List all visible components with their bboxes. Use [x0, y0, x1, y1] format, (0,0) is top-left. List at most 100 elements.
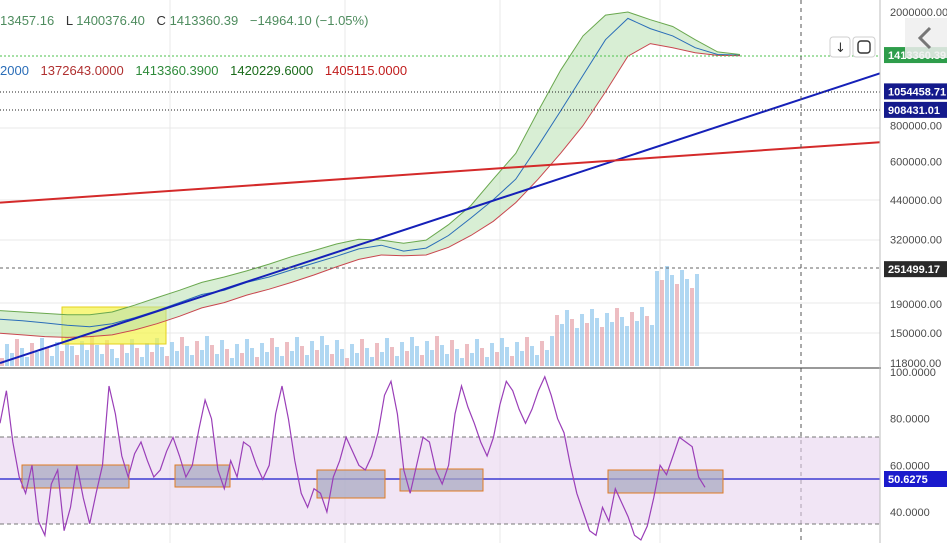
volume-bar [100, 354, 104, 366]
volume-bar [365, 348, 369, 366]
volume-bar [675, 284, 679, 366]
volume-bar [470, 353, 474, 366]
volume-bar [695, 274, 699, 366]
price-tick-7: 118000.00 [890, 358, 941, 370]
volume-bar [385, 338, 389, 366]
volume-bar [170, 342, 174, 366]
volume-bar [400, 342, 404, 366]
volume-bar [480, 348, 484, 366]
volume-bar [275, 347, 279, 366]
collapse-panel-button[interactable] [905, 18, 947, 58]
volume-bar [450, 340, 454, 366]
price-tick-2: 600000.00 [890, 156, 942, 168]
price-tag-1: 1054458.71 [888, 86, 946, 98]
volume-bar [665, 266, 669, 366]
volume-bar [115, 358, 119, 366]
volume-bar [625, 326, 629, 366]
volume-bar [55, 342, 59, 366]
volume-bar [610, 322, 614, 366]
volume-bar [85, 350, 89, 366]
volume-bar [515, 342, 519, 366]
volume-bar [230, 358, 234, 366]
volume-bar [265, 352, 269, 366]
volume-bar [680, 270, 684, 366]
price-tick-4: 320000.00 [890, 234, 942, 246]
volume-bar [555, 315, 559, 366]
volume-bar [550, 336, 554, 366]
volume-bar [540, 341, 544, 366]
volume-bar [620, 317, 624, 366]
volume-bar [90, 336, 94, 366]
oscillator-tick-1: 80.0000 [890, 414, 930, 426]
ohlc-low: 1400376.40 [76, 13, 145, 28]
volume-bar [340, 349, 344, 366]
volume-bar [105, 340, 109, 366]
volume-bar [150, 352, 154, 366]
volume-bar [215, 354, 219, 366]
volume-bar [255, 357, 259, 366]
volume-bar [495, 352, 499, 366]
volume-bar [650, 325, 654, 366]
price-series-1 [0, 11, 741, 316]
volume-bar [455, 349, 459, 366]
volume-bar [305, 355, 309, 366]
oscillator-line [0, 375, 706, 541]
indicator-value-1: 1372643.0000 [41, 63, 124, 78]
volume-bar [40, 338, 44, 366]
volume-bar [430, 350, 434, 366]
scroll-down-button[interactable]: ↓ [829, 36, 851, 58]
price-series-0 [0, 17, 741, 328]
volume-bar [410, 337, 414, 366]
volume-bar [530, 346, 534, 366]
price-tick-5: 190000.00 [890, 299, 942, 311]
price-tag-bg-2 [884, 101, 947, 118]
volume-bar [390, 347, 394, 366]
volume-bar [630, 312, 634, 366]
volume-bar [15, 339, 19, 366]
volume-bar [260, 343, 264, 366]
volume-bar [220, 340, 224, 366]
volume-bar [460, 358, 464, 366]
volume-bar [535, 355, 539, 366]
volume-bar [30, 343, 34, 366]
volume-bar [205, 336, 209, 366]
volume-bar [690, 288, 694, 366]
volume-bar [235, 344, 239, 366]
volume-bar [20, 348, 24, 366]
volume-bar [200, 350, 204, 366]
fullscreen-button[interactable] [852, 36, 876, 58]
oscillator-box-3 [316, 469, 386, 499]
trendline-1 [0, 141, 881, 204]
volume-bar [295, 337, 299, 366]
indicator-value-0: 2000 [0, 63, 29, 78]
price-tag-bg-3 [884, 261, 947, 278]
arrow-down-icon: ↓ [835, 41, 846, 56]
volume-bar [415, 346, 419, 366]
volume-bar [240, 353, 244, 366]
volume-bar [635, 321, 639, 366]
volume-bar [605, 313, 609, 366]
volume-bar [600, 327, 604, 366]
volume-bar [325, 345, 329, 366]
volume-bar [130, 339, 134, 366]
volume-bar [595, 318, 599, 366]
volume-bar [25, 357, 29, 366]
volume-bar [280, 356, 284, 366]
volume-bar [490, 343, 494, 366]
volume-bar [175, 351, 179, 366]
volume-bar [375, 343, 379, 366]
price-tick-0: 2000000.00 [890, 7, 947, 19]
indicator-legend: 2000 1372643.0000 1413360.3900 1420229.6… [0, 63, 407, 78]
trendline-group[interactable] [0, 72, 881, 364]
price-series-2 [0, 43, 741, 338]
volume-bar [645, 316, 649, 366]
volume-bar [575, 328, 579, 366]
volume-bar [270, 338, 274, 366]
fullscreen-icon [857, 40, 871, 54]
volume-bar [660, 280, 664, 366]
indicator-value-2: 1413360.3900 [135, 63, 218, 78]
volume-bar [350, 344, 354, 366]
volume-bar [345, 358, 349, 366]
oscillator-tick-0: 100.0000 [890, 367, 936, 379]
